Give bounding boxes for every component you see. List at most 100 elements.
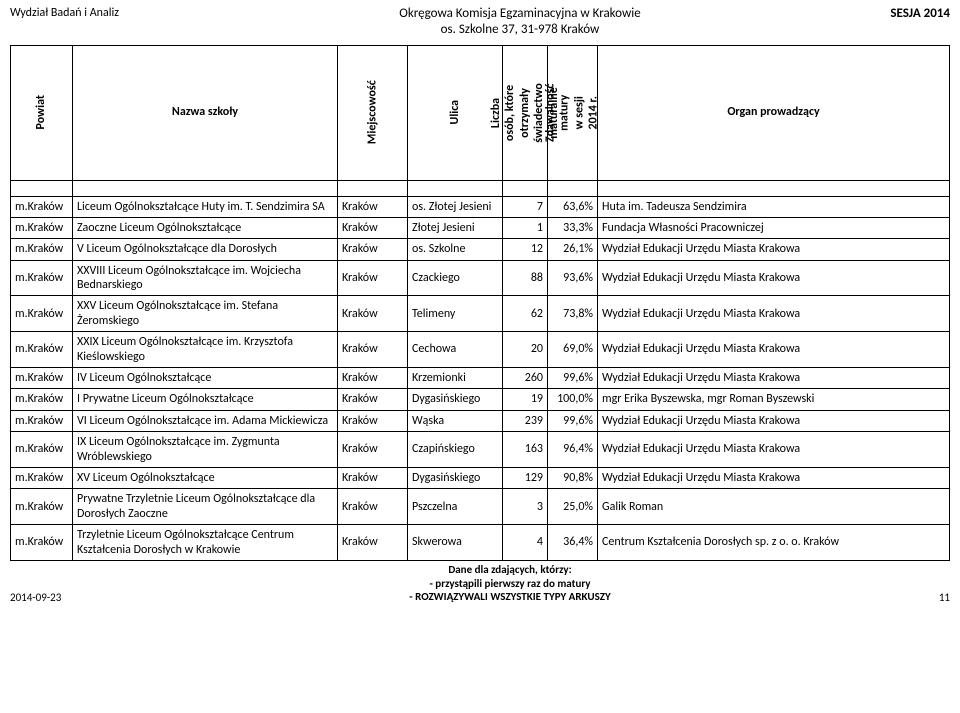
cell-zdawalnosc: 100,0%	[548, 389, 598, 410]
cell-organ: Wydział Edukacji Urzędu Miasta Krakowa	[598, 467, 950, 488]
cell-ulica: Wąska	[408, 410, 503, 431]
cell-organ: Wydział Edukacji Urzędu Miasta Krakowa	[598, 239, 950, 260]
cell-liczba: 163	[503, 432, 548, 468]
cell-zdawalnosc: 69,0%	[548, 332, 598, 368]
cell-zdawalnosc: 25,0%	[548, 489, 598, 525]
cell-nazwa: XXVIII Liceum Ogólnokształcące im. Wojci…	[73, 260, 338, 296]
cell-liczba: 88	[503, 260, 548, 296]
cell-nazwa: VI Liceum Ogólnokształcące im. Adama Mic…	[73, 410, 338, 431]
cell-miejscowosc: Kraków	[338, 489, 408, 525]
cell-zdawalnosc: 63,6%	[548, 196, 598, 217]
cell-organ: Fundacja Własności Pracowniczej	[598, 217, 950, 238]
cell-liczba: 20	[503, 332, 548, 368]
cell-miejscowosc: Kraków	[338, 196, 408, 217]
cell-nazwa: Zaoczne Liceum Ogólnokształcące	[73, 217, 338, 238]
table-row: m.KrakówVI Liceum Ogólnokształcące im. A…	[11, 410, 950, 431]
col-zdawalnosc-label: Zdawalność maturyw sesji 2014 r.	[544, 83, 602, 141]
cell-miejscowosc: Kraków	[338, 217, 408, 238]
table-row: m.KrakówI Prywatne Liceum Ogólnokształcą…	[11, 389, 950, 410]
cell-nazwa: XXIX Liceum Ogólnokształcące im. Krzyszt…	[73, 332, 338, 368]
col-miejscowosc: Miejscowość	[338, 45, 408, 180]
cell-organ: Centrum Kształcenia Dorosłych sp. z o. o…	[598, 525, 950, 561]
cell-zdawalnosc: 73,8%	[548, 296, 598, 332]
cell-zdawalnosc: 90,8%	[548, 467, 598, 488]
col-organ-label: Organ prowadzący	[727, 105, 819, 119]
header-center: Okręgowa Komisja Egzaminacyjna w Krakowi…	[210, 6, 830, 39]
cell-miejscowosc: Kraków	[338, 410, 408, 431]
table-row: m.KrakówXV Liceum OgólnokształcąceKraków…	[11, 467, 950, 488]
table-body: m.KrakówLiceum Ogólnokształcące Huty im.…	[11, 180, 950, 560]
cell-zdawalnosc: 99,6%	[548, 410, 598, 431]
footer-line1: Dane dla zdających, którzy:	[130, 563, 890, 577]
cell-powiat: m.Kraków	[11, 239, 73, 260]
col-organ: Organ prowadzący	[598, 45, 950, 180]
cell-nazwa: XV Liceum Ogólnokształcące	[73, 467, 338, 488]
footer-page: 11	[890, 591, 950, 604]
table-row: m.KrakówXXVIII Liceum Ogólnokształcące i…	[11, 260, 950, 296]
cell-miejscowosc: Kraków	[338, 332, 408, 368]
table-row: m.KrakówIV Liceum OgólnokształcąceKraków…	[11, 368, 950, 389]
cell-powiat: m.Kraków	[11, 368, 73, 389]
cell-powiat: m.Kraków	[11, 332, 73, 368]
footer-line2: - przystąpili pierwszy raz do matury	[130, 577, 890, 591]
cell-powiat: m.Kraków	[11, 489, 73, 525]
page-header: Wydział Badań i Analiz Okręgowa Komisja …	[10, 6, 950, 39]
cell-organ: Galik Roman	[598, 489, 950, 525]
spacer-row	[11, 180, 950, 196]
page-footer: 2014-09-23 Dane dla zdających, którzy: -…	[10, 563, 950, 604]
cell-ulica: os. Złotej Jesieni	[408, 196, 503, 217]
header-center-line1: Okręgowa Komisja Egzaminacyjna w Krakowi…	[210, 6, 830, 22]
table-row: m.KrakówIX Liceum Ogólnokształcące im. Z…	[11, 432, 950, 468]
cell-ulica: Krzemionki	[408, 368, 503, 389]
cell-organ: Wydział Edukacji Urzędu Miasta Krakowa	[598, 260, 950, 296]
cell-zdawalnosc: 93,6%	[548, 260, 598, 296]
cell-powiat: m.Kraków	[11, 410, 73, 431]
cell-nazwa: XXV Liceum Ogólnokształcące im. Stefana …	[73, 296, 338, 332]
cell-organ: Wydział Edukacji Urzędu Miasta Krakowa	[598, 410, 950, 431]
cell-zdawalnosc: 99,6%	[548, 368, 598, 389]
cell-ulica: Złotej Jesieni	[408, 217, 503, 238]
cell-organ: Wydział Edukacji Urzędu Miasta Krakowa	[598, 296, 950, 332]
footer-date: 2014-09-23	[10, 591, 130, 604]
cell-powiat: m.Kraków	[11, 296, 73, 332]
cell-miejscowosc: Kraków	[338, 467, 408, 488]
footer-line3: - ROZWIĄZYWALI WSZYSTKIE TYPY ARKUSZY	[130, 590, 890, 604]
cell-organ: Wydział Edukacji Urzędu Miasta Krakowa	[598, 368, 950, 389]
cell-powiat: m.Kraków	[11, 260, 73, 296]
cell-liczba: 239	[503, 410, 548, 431]
cell-nazwa: Liceum Ogólnokształcące Huty im. T. Send…	[73, 196, 338, 217]
col-nazwa: Nazwa szkoły	[73, 45, 338, 180]
table-row: m.KrakówTrzyletnie Liceum Ogólnokształcą…	[11, 525, 950, 561]
cell-powiat: m.Kraków	[11, 196, 73, 217]
col-miejscowosc-label: Miejscowość	[365, 81, 379, 145]
cell-miejscowosc: Kraków	[338, 368, 408, 389]
cell-organ: mgr Erika Byszewska, mgr Roman Byszewski	[598, 389, 950, 410]
cell-liczba: 62	[503, 296, 548, 332]
col-ulica-label: Ulica	[448, 100, 462, 125]
cell-ulica: Czapińskiego	[408, 432, 503, 468]
col-nazwa-label: Nazwa szkoły	[172, 105, 238, 119]
cell-liczba: 7	[503, 196, 548, 217]
cell-powiat: m.Kraków	[11, 432, 73, 468]
cell-nazwa: I Prywatne Liceum Ogólnokształcące	[73, 389, 338, 410]
cell-liczba: 4	[503, 525, 548, 561]
cell-powiat: m.Kraków	[11, 389, 73, 410]
cell-miejscowosc: Kraków	[338, 432, 408, 468]
cell-zdawalnosc: 33,3%	[548, 217, 598, 238]
cell-ulica: Dygasińskiego	[408, 467, 503, 488]
cell-powiat: m.Kraków	[11, 525, 73, 561]
data-table: Powiat Nazwa szkoły Miejscowość Ulica Li…	[10, 45, 950, 561]
header-center-line2: os. Szkolne 37, 31-978 Kraków	[210, 22, 830, 38]
cell-ulica: Czackiego	[408, 260, 503, 296]
table-row: m.KrakówZaoczne Liceum OgólnokształcąceK…	[11, 217, 950, 238]
table-row: m.KrakówXXIX Liceum Ogólnokształcące im.…	[11, 332, 950, 368]
table-row: m.KrakówLiceum Ogólnokształcące Huty im.…	[11, 196, 950, 217]
cell-liczba: 260	[503, 368, 548, 389]
col-powiat-label: Powiat	[34, 95, 48, 129]
table-row: m.KrakówPrywatne Trzyletnie Liceum Ogóln…	[11, 489, 950, 525]
cell-miejscowosc: Kraków	[338, 260, 408, 296]
footer-center: Dane dla zdających, którzy: - przystąpil…	[130, 563, 890, 604]
cell-zdawalnosc: 96,4%	[548, 432, 598, 468]
table-header-row: Powiat Nazwa szkoły Miejscowość Ulica Li…	[11, 45, 950, 180]
cell-liczba: 1	[503, 217, 548, 238]
